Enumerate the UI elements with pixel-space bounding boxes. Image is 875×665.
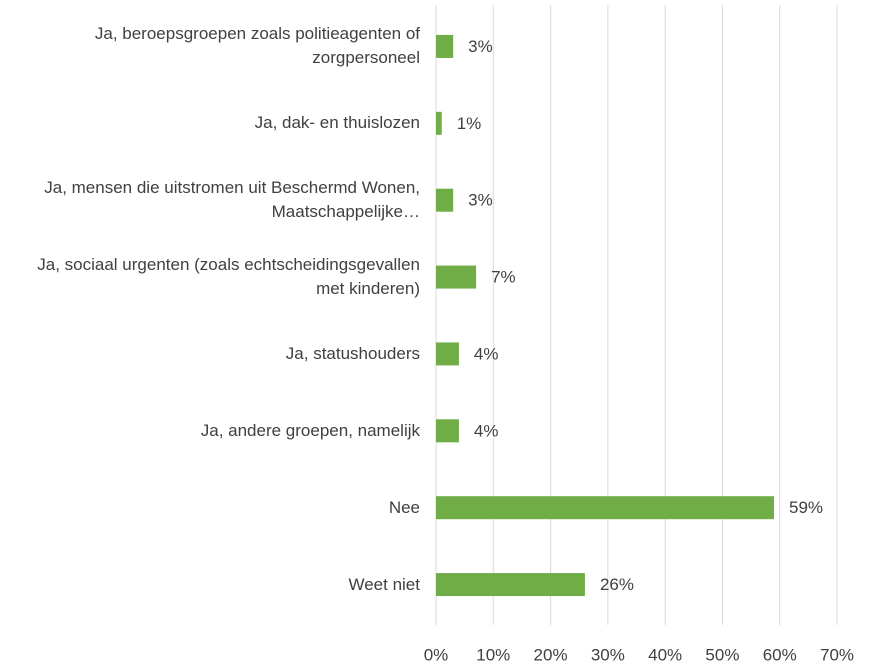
x-tick-label: 70% (820, 645, 854, 664)
y-tick-label: Ja, andere groepen, namelijk (200, 420, 420, 440)
x-tick-label: 0% (424, 645, 449, 664)
value-label: 7% (491, 268, 516, 287)
bar (436, 342, 459, 366)
value-label: 4% (474, 421, 499, 440)
value-label: 1% (457, 114, 482, 133)
y-tick-label: Nee (388, 497, 420, 517)
bar (436, 188, 454, 212)
bar (436, 111, 442, 135)
bar (436, 496, 774, 520)
bar (436, 573, 585, 597)
x-tick-label: 40% (648, 645, 682, 664)
x-tick-label: 10% (476, 645, 510, 664)
y-tick-label: Ja, dak- en thuislozen (254, 113, 420, 133)
y-tick-label: Ja, mensen die uitstromen uit Beschermd … (44, 178, 420, 222)
value-label: 59% (789, 498, 823, 517)
value-label: 3% (468, 191, 493, 210)
x-tick-label: 20% (534, 645, 568, 664)
value-label: 4% (474, 344, 499, 363)
y-tick-label: Ja, beroepsgroepen zoals politieagenten … (94, 24, 420, 68)
bar (436, 34, 454, 58)
bar (436, 265, 477, 289)
bar (436, 419, 459, 443)
x-tick-label: 30% (591, 645, 625, 664)
x-tick-label: 50% (705, 645, 739, 664)
y-tick-label: Ja, statushouders (285, 343, 420, 363)
value-label: 26% (600, 575, 634, 594)
x-tick-label: 60% (763, 645, 797, 664)
y-tick-label: Weet niet (348, 574, 420, 594)
y-tick-label: Ja, sociaal urgenten (zoals echtscheidin… (37, 255, 420, 299)
value-label: 3% (468, 37, 493, 56)
